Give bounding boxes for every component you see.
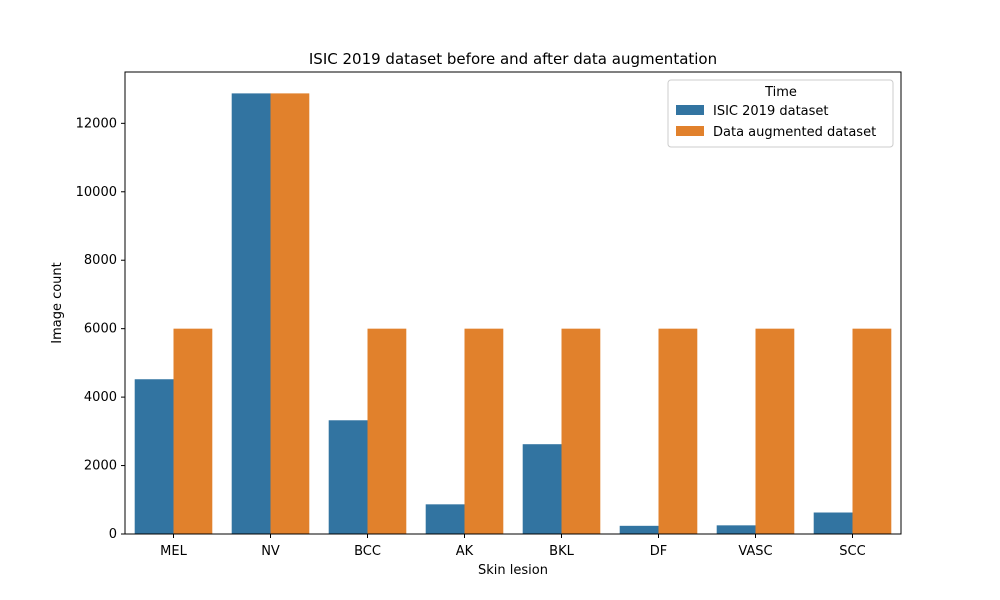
- legend-swatch-isic-2019: [676, 105, 704, 115]
- y-tick-label: 10000: [76, 185, 117, 200]
- bar-nv-series-0: [231, 93, 271, 534]
- x-tick-label: BKL: [549, 544, 574, 559]
- x-tick-label: SCC: [839, 544, 865, 559]
- bar-mel-series-0: [134, 379, 174, 534]
- plot-frame: [124, 71, 902, 535]
- y-axis-label: Image count: [50, 262, 65, 344]
- legend-title: Time: [764, 85, 797, 100]
- legend-frame: [667, 79, 894, 148]
- chart-title: ISIC 2019 dataset before and after data …: [309, 50, 717, 68]
- x-tick-label: BCC: [354, 544, 381, 559]
- bars-group: [134, 93, 892, 534]
- legend-entry-augmented: Data augmented dataset: [713, 125, 876, 140]
- x-axis: MEL NV BCC AK BKL DF VASC SCC: [160, 534, 866, 559]
- bar-ak-series-0: [425, 504, 465, 534]
- y-axis: 0 2000 4000 6000 8000 10000 12000: [76, 116, 125, 542]
- legend-swatch-augmented: [676, 126, 704, 136]
- x-tick-label: DF: [650, 544, 668, 559]
- x-tick-label: AK: [456, 544, 474, 559]
- bar-df-series-1: [658, 328, 698, 534]
- bar-vasc-series-1: [755, 328, 795, 534]
- y-tick-label: 8000: [84, 253, 117, 268]
- x-tick-label: MEL: [160, 544, 187, 559]
- y-tick-label: 0: [109, 527, 117, 542]
- bar-bkl-series-0: [522, 444, 562, 534]
- bar-vasc-series-0: [716, 525, 756, 534]
- bar-df-series-0: [619, 525, 659, 534]
- bar-mel-series-1: [173, 328, 213, 534]
- bar-bcc-series-0: [328, 420, 368, 534]
- x-axis-label: Skin lesion: [478, 563, 548, 578]
- y-tick-label: 2000: [84, 459, 117, 474]
- y-tick-label: 12000: [76, 116, 117, 131]
- y-tick-label: 4000: [84, 390, 117, 405]
- legend-entry-isic-2019: ISIC 2019 dataset: [713, 104, 829, 119]
- bar-scc-series-1: [852, 328, 892, 534]
- x-tick-label: NV: [261, 544, 280, 559]
- legend: Time ISIC 2019 dataset Data augmented da…: [667, 79, 894, 148]
- bar-bkl-series-1: [561, 328, 601, 534]
- bar-bcc-series-1: [367, 328, 407, 534]
- bar-ak-series-1: [464, 328, 504, 534]
- y-tick-label: 6000: [84, 322, 117, 337]
- bar-nv-series-1: [270, 93, 310, 534]
- bar-scc-series-0: [813, 512, 853, 534]
- x-tick-label: VASC: [738, 544, 772, 559]
